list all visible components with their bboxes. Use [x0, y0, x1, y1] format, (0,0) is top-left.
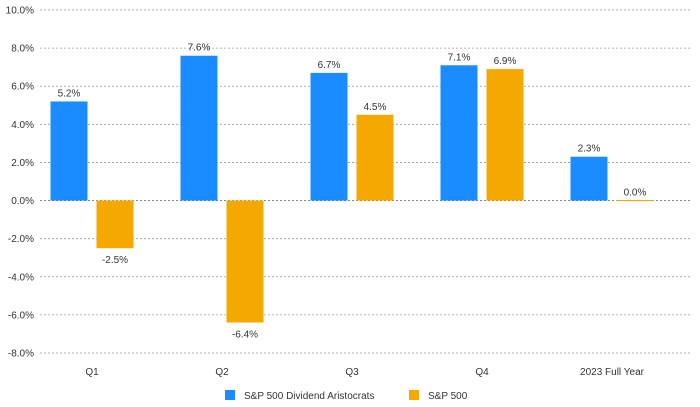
data-label: -6.4% — [232, 330, 258, 341]
data-label: -2.5% — [102, 255, 128, 266]
bars — [50, 55, 654, 323]
bar-dividend-aristocrats — [180, 55, 218, 201]
y-tick-label: 2.0% — [11, 158, 34, 169]
x-category-label: Q2 — [215, 367, 229, 378]
legend-label: S&P 500 — [428, 391, 468, 402]
y-tick-label: 8.0% — [11, 44, 34, 55]
data-labels: 5.2% -2.5% 7.6% -6.4% 6.7% 4.5% 7.1% 6.9% 2.3% 0.… — [58, 43, 647, 341]
x-category-label: Q3 — [345, 367, 359, 378]
y-tick-label: -2.0% — [8, 234, 34, 245]
legend-swatch — [409, 390, 419, 400]
data-label: 6.9% — [494, 56, 517, 67]
bar-sp500 — [616, 199, 654, 202]
x-category-label: Q1 — [85, 367, 99, 378]
bar-sp500 — [96, 200, 134, 249]
data-label: 7.1% — [448, 52, 471, 63]
y-tick-label: 6.0% — [11, 82, 34, 93]
data-label: 6.7% — [318, 60, 341, 71]
bar-dividend-aristocrats — [570, 156, 608, 201]
data-label: 2.3% — [578, 144, 601, 155]
y-tick-label: -6.0% — [8, 310, 34, 321]
legend-label: S&P 500 Dividend Aristocrats — [244, 391, 374, 402]
x-category-label: 2023 Full Year — [580, 367, 645, 378]
y-tick-label: 4.0% — [11, 120, 34, 131]
bar-dividend-aristocrats — [310, 72, 348, 201]
bar-sp500 — [226, 200, 264, 323]
bar-sp500 — [356, 114, 394, 201]
bar-sp500 — [486, 69, 524, 201]
x-category-label: Q4 — [475, 367, 489, 378]
bar-dividend-aristocrats — [50, 101, 88, 201]
y-tick-label: 0.0% — [11, 196, 34, 207]
x-axis-category-labels: Q1 Q2 Q3 Q4 2023 Full Year — [85, 367, 644, 378]
data-label: 0.0% — [624, 188, 647, 199]
data-label: 5.2% — [58, 88, 81, 99]
y-tick-label: -8.0% — [8, 349, 34, 360]
data-label: 4.5% — [364, 102, 387, 113]
legend: S&P 500 Dividend Aristocrats S&P 500 — [225, 390, 468, 402]
data-label: 7.6% — [188, 43, 211, 54]
y-axis-tick-labels: 10.0% 8.0% 6.0% 4.0% 2.0% 0.0% -2.0% -4.0% -6.0%… — [6, 6, 34, 360]
bar-dividend-aristocrats — [440, 65, 478, 201]
y-tick-label: -4.0% — [8, 272, 34, 283]
y-tick-label: 10.0% — [6, 6, 34, 17]
legend-swatch — [225, 390, 235, 400]
